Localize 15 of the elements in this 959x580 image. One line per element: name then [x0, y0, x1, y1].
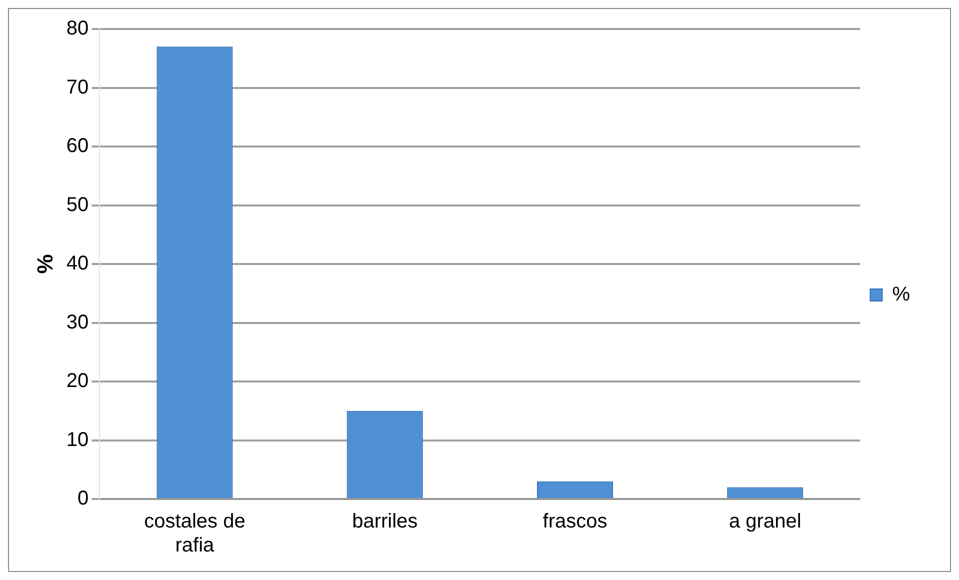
y-tick-label: 10: [66, 428, 89, 451]
x-tick-label: a granel: [729, 510, 802, 533]
y-tick-label: 70: [66, 76, 89, 98]
y-tick-label: 20: [66, 370, 89, 392]
y-tick-label: 60: [66, 135, 89, 158]
x-tick-label: costales de rafia: [144, 510, 246, 557]
x-tick-label: barriles: [352, 510, 418, 533]
y-axis-title: %: [32, 254, 58, 274]
y-tick-label: 50: [66, 194, 89, 216]
y-tick-label: 40: [66, 252, 89, 275]
y-tick-label: 30: [66, 311, 89, 334]
legend-label: %: [892, 284, 910, 306]
x-tick-label: frascos: [542, 510, 608, 533]
y-tick-label: 80: [66, 18, 89, 40]
y-tick-label: 0: [78, 488, 89, 510]
